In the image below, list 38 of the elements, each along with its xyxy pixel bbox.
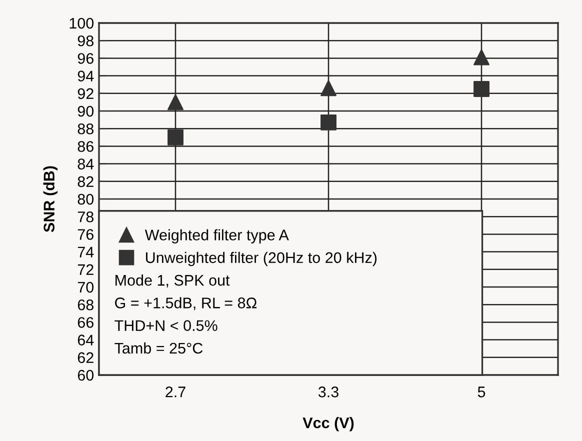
y-tick-label: 72: [78, 264, 94, 275]
y-tick-label: 94: [78, 70, 94, 82]
annotation: Tamb = 25°C: [114, 342, 203, 354]
x-axis-title: Vcc (V): [302, 417, 354, 432]
y-axis-title: SNR (dB): [43, 166, 58, 232]
point: [320, 114, 336, 130]
y-tick-label: 76: [78, 229, 94, 240]
x-tick-label: 2.7: [166, 386, 186, 398]
y-tick-label: 90: [78, 106, 94, 117]
legend-label: Unweighted filter (20Hz to 20 kHz): [146, 252, 377, 266]
x-tick-label: 5: [478, 386, 486, 398]
y-tick-label: 60: [78, 370, 94, 381]
y-tick-label: 68: [78, 299, 94, 310]
point: [168, 94, 184, 110]
y-tick-label: 88: [78, 123, 94, 134]
point: [168, 129, 184, 146]
point: [474, 49, 490, 66]
y-tick-label: 74: [78, 246, 94, 258]
annotation: THD+N < 0.5%: [114, 320, 218, 331]
y-tick-label: 92: [78, 88, 94, 100]
y-tick-label: 66: [78, 317, 94, 328]
y-tick-label: 98: [78, 35, 94, 46]
y-tick-label: 70: [78, 282, 94, 293]
y-tick-label: 84: [78, 158, 94, 170]
annotation: Mode 1, SPK out: [116, 274, 230, 288]
y-tick-label: 62: [78, 352, 94, 364]
y-tick-label: 80: [78, 194, 94, 205]
y-tick-label: 86: [78, 141, 94, 152]
point: [320, 80, 336, 96]
y-tick-label: 96: [78, 53, 94, 64]
y-tick-label: 78: [78, 211, 94, 222]
y-tick-label: 100: [70, 18, 94, 29]
x-tick-label: 3.3: [318, 386, 338, 398]
point: [474, 81, 490, 97]
y-tick-label: 82: [78, 176, 94, 188]
y-tick-label: 64: [78, 334, 94, 346]
annotation: G = +1.5dB, RL = 8Ω: [115, 297, 257, 310]
legend-label: Weighted filter type A: [144, 229, 289, 244]
